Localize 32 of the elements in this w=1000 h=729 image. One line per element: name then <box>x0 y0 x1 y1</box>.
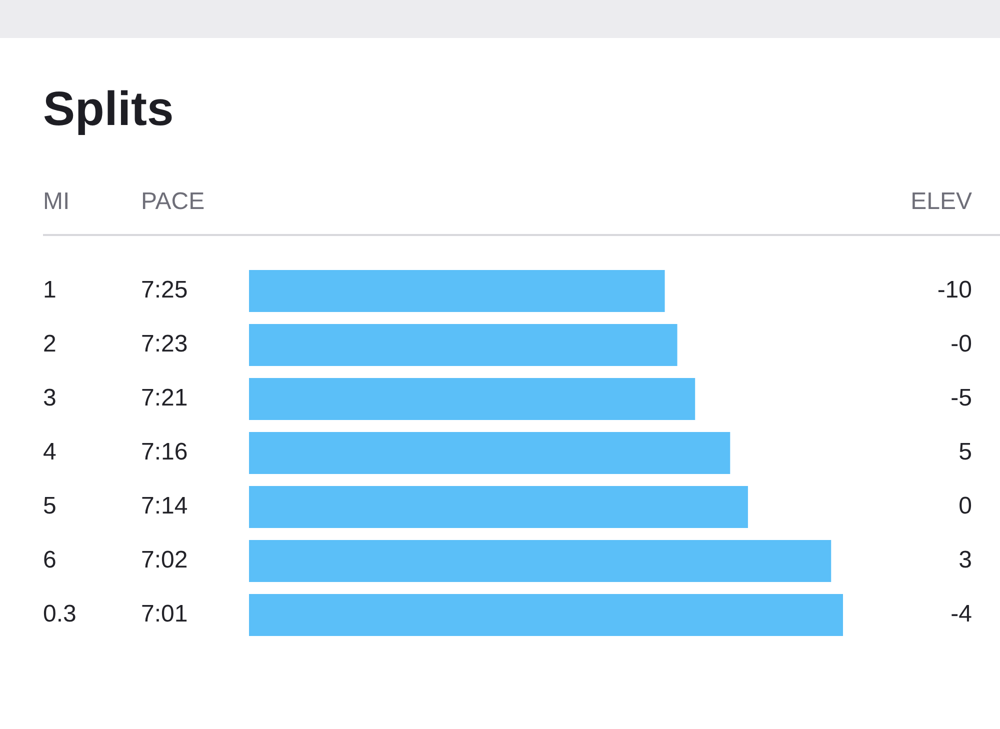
bar <box>249 432 730 474</box>
y-tick-label: 0.3 <box>43 600 76 628</box>
y-tick-label: 2 <box>43 330 56 358</box>
x-axis-title: PACE <box>141 188 205 216</box>
text: 7:25 <box>141 276 188 304</box>
text: -5 <box>950 384 972 412</box>
text: 0 <box>958 492 972 520</box>
text: -10 <box>937 276 972 304</box>
bar <box>249 270 665 312</box>
y-tick-label: 5 <box>43 492 56 520</box>
bar <box>249 486 748 528</box>
text: 7:23 <box>141 330 188 358</box>
y2-axis-title: ELEV <box>910 188 972 216</box>
chart-title: Splits <box>43 83 174 137</box>
y-tick-label: 6 <box>43 546 56 574</box>
text: -4 <box>950 600 972 628</box>
y-tick-label: 4 <box>43 438 56 466</box>
bar <box>249 378 696 420</box>
y-tick-label: 1 <box>43 276 56 304</box>
y-tick-label: 3 <box>43 384 56 412</box>
text: 7:01 <box>141 600 188 628</box>
bar <box>249 540 832 582</box>
text: -0 <box>950 330 972 358</box>
bar <box>249 594 843 636</box>
text: 5 <box>958 438 972 466</box>
bar <box>249 324 678 366</box>
text: 7:14 <box>141 492 188 520</box>
text: 7:02 <box>141 546 188 574</box>
text: 3 <box>958 546 972 574</box>
y-axis-title: MI <box>43 188 70 216</box>
text: 7:21 <box>141 384 188 412</box>
text: 7:16 <box>141 438 188 466</box>
